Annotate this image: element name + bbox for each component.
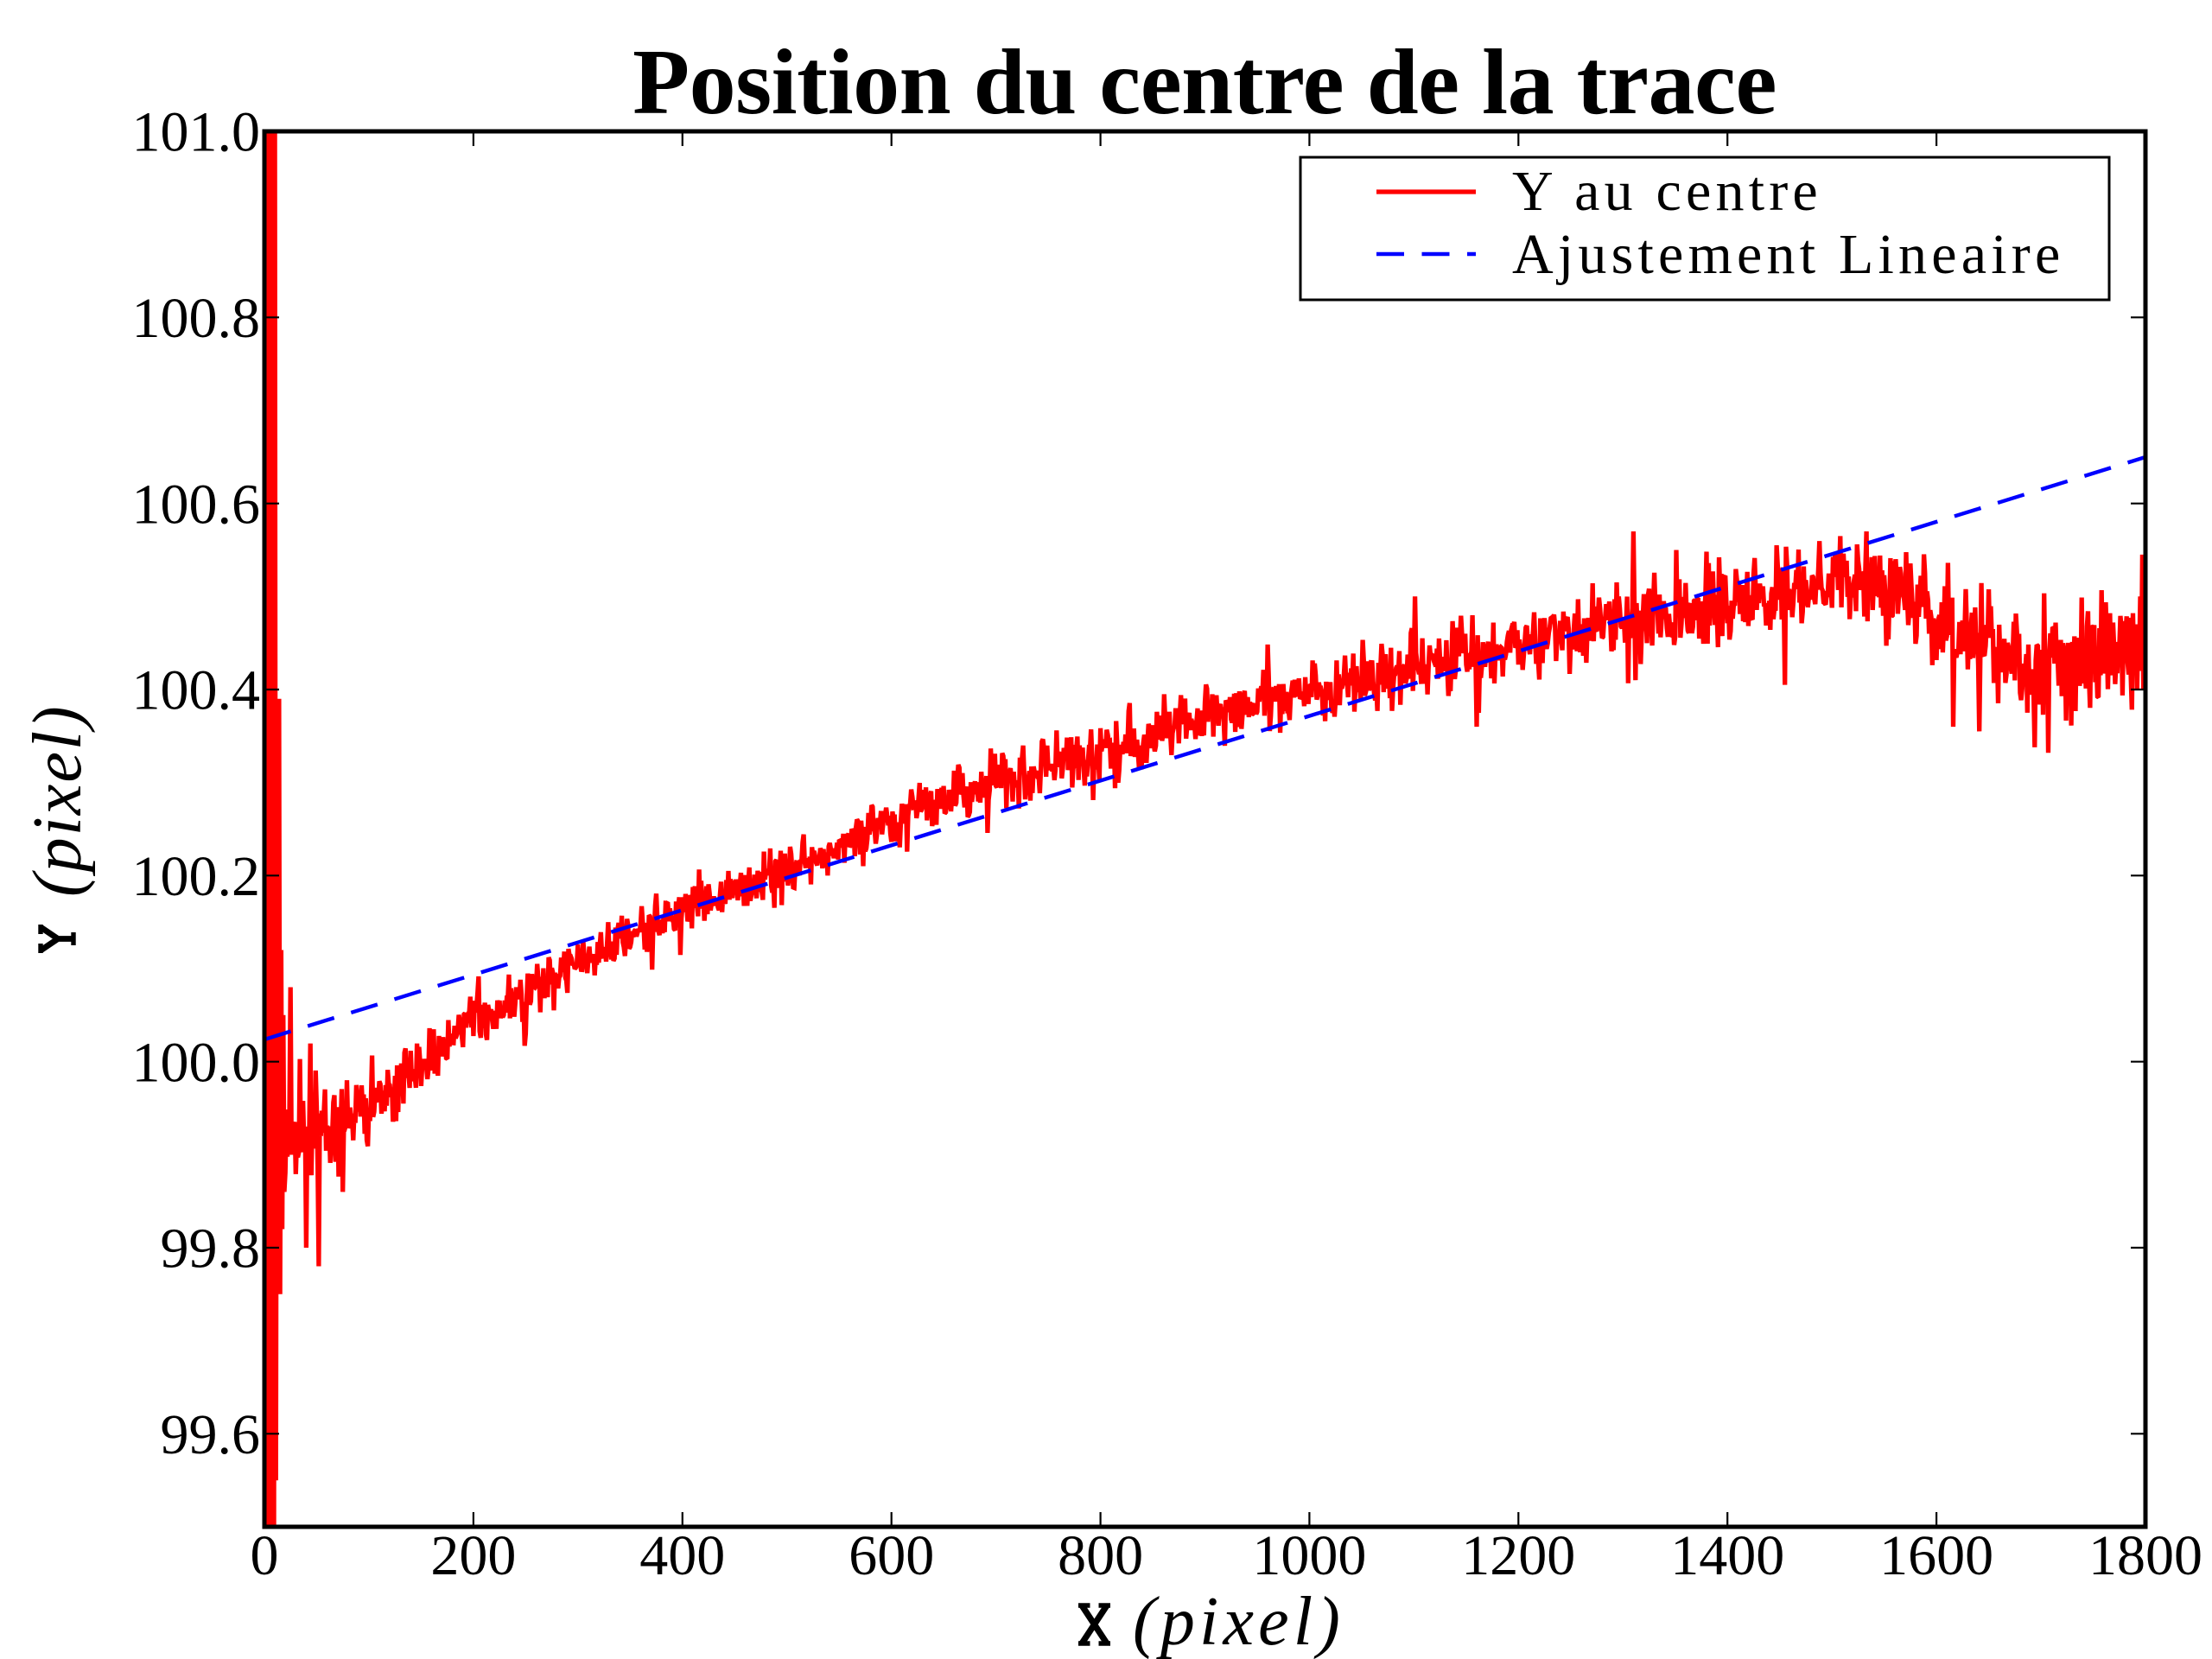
svg-text:200: 200 bbox=[430, 1524, 516, 1587]
svg-text:800: 800 bbox=[1058, 1524, 1143, 1587]
svg-text:1600: 1600 bbox=[1879, 1524, 1993, 1587]
svg-text:(pixel): (pixel) bbox=[20, 704, 96, 897]
svg-text:1800: 1800 bbox=[2088, 1524, 2202, 1587]
svg-text:400: 400 bbox=[639, 1524, 725, 1587]
svg-text:0: 0 bbox=[251, 1524, 279, 1587]
svg-text:99.6: 99.6 bbox=[161, 1403, 261, 1466]
svg-text:101.0: 101.0 bbox=[132, 101, 261, 164]
svg-text:Ajustement Lineaire: Ajustement Lineaire bbox=[1512, 223, 2064, 286]
svg-text:100.6: 100.6 bbox=[132, 473, 261, 536]
svg-text:1400: 1400 bbox=[1670, 1524, 1784, 1587]
svg-text:100.2: 100.2 bbox=[132, 845, 261, 908]
svg-text:1000: 1000 bbox=[1252, 1524, 1366, 1587]
svg-text:(pixel): (pixel) bbox=[1133, 1584, 1344, 1659]
svg-text:Position du centre de la trace: Position du centre de la trace bbox=[632, 31, 1777, 134]
svg-text:100.4: 100.4 bbox=[132, 659, 261, 722]
svg-text:100.0: 100.0 bbox=[132, 1031, 261, 1094]
svg-text:100.8: 100.8 bbox=[132, 287, 261, 350]
svg-text:1200: 1200 bbox=[1461, 1524, 1575, 1587]
svg-text:99.8: 99.8 bbox=[161, 1217, 261, 1281]
svg-text:Y au centre: Y au centre bbox=[1512, 160, 1822, 223]
svg-text:600: 600 bbox=[849, 1524, 934, 1587]
